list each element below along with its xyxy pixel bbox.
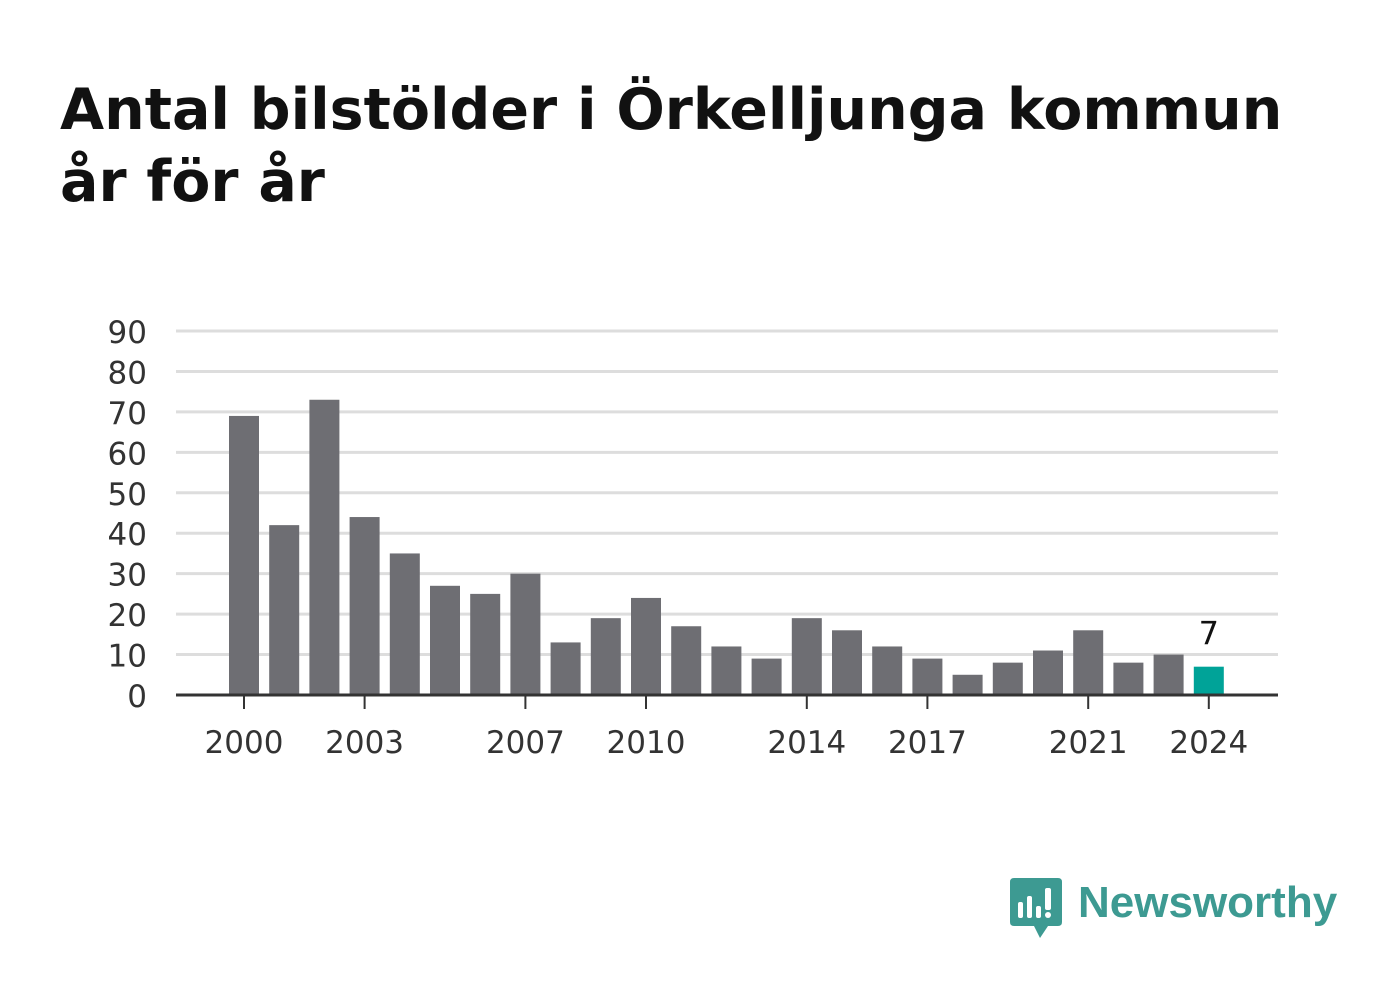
x-tick-label: 2003 [325,725,404,761]
bar-2013 [751,658,782,695]
bar-2016 [872,646,903,695]
bar-2004 [389,553,420,695]
y-tick-label: 10 [108,639,147,675]
y-tick-label: 30 [108,558,147,594]
x-tick-label: 2007 [486,725,565,761]
bar-2011 [671,626,702,695]
x-tick-label: 2010 [607,725,686,761]
bar-2009 [590,618,621,695]
bar-2023 [1153,654,1184,695]
y-tick-label: 20 [108,598,147,634]
bar-2002 [309,399,340,695]
bar-2003 [349,517,380,695]
y-tick-label: 40 [108,517,147,553]
bar-2010 [631,597,661,695]
bar-2000 [229,415,259,695]
chart-title-line-1: Antal bilstölder i Örkelljunga kommun [60,77,1283,143]
y-tick-label: 0 [127,679,147,715]
bar-2006 [470,593,501,695]
bar-2015 [832,630,862,695]
bar-2019 [992,662,1023,695]
x-tick-label: 2000 [205,725,284,761]
bar-2005 [430,585,460,695]
bar-2018 [952,674,983,695]
x-tick-label: 2017 [888,725,967,761]
bar-2020 [1033,650,1063,695]
bar-2012 [711,646,742,695]
bar-2014 [791,618,822,695]
y-tick-label: 90 [108,315,147,351]
y-tick-label: 70 [108,396,147,432]
bar-2007 [510,573,541,695]
bar-2008 [550,642,581,695]
y-tick-label: 50 [108,477,147,513]
x-tick-label: 2014 [767,725,846,761]
x-tick-label: 2021 [1049,725,1128,761]
bar-2001 [269,525,300,695]
bar-2021 [1073,630,1104,695]
brand-name: Newsworthy [1078,878,1338,927]
bar-2017 [912,658,943,695]
data-label-2024: 7 [1199,615,1219,653]
chart-title-line-2: år för år [60,149,325,215]
x-tick-label: 2024 [1169,725,1248,761]
y-tick-label: 60 [108,436,147,472]
highlight-bar-2024 [1193,666,1224,695]
chart-title: Antal bilstölder i Örkelljunga kommun år… [60,74,1340,218]
newsworthy-brand: Newsworthy [1010,878,1337,942]
bar-2022 [1113,662,1144,695]
y-tick-label: 80 [108,355,147,391]
newsworthy-logo-icon [1010,878,1062,938]
